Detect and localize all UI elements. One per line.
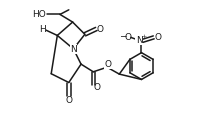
Text: HO: HO: [32, 10, 46, 19]
Text: N: N: [70, 45, 77, 54]
Text: O: O: [104, 60, 111, 69]
Text: H: H: [39, 25, 45, 34]
Text: −: −: [119, 31, 126, 39]
Text: +: +: [141, 34, 146, 39]
Text: O: O: [154, 32, 161, 41]
Text: O: O: [94, 83, 101, 91]
Text: N: N: [136, 36, 142, 45]
Text: O: O: [96, 25, 103, 33]
Text: O: O: [124, 32, 131, 41]
Text: O: O: [65, 95, 72, 104]
